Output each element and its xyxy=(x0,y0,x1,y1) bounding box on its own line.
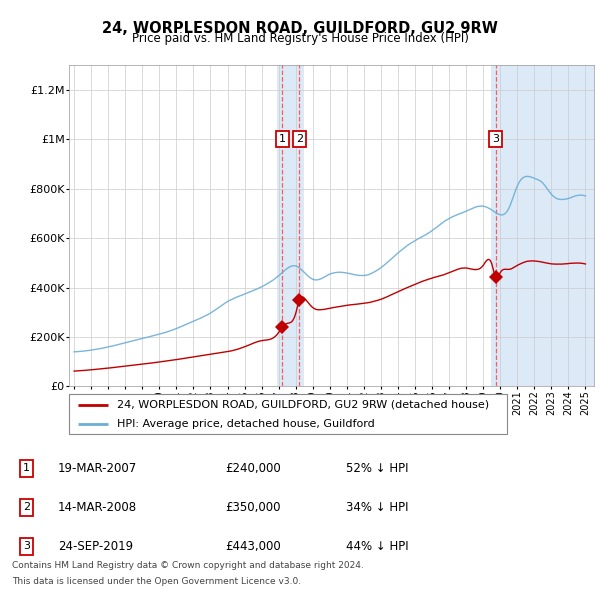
Text: Contains HM Land Registry data © Crown copyright and database right 2024.: Contains HM Land Registry data © Crown c… xyxy=(12,561,364,571)
Text: 14-MAR-2008: 14-MAR-2008 xyxy=(58,501,137,514)
Text: £240,000: £240,000 xyxy=(225,462,281,475)
Text: 2: 2 xyxy=(296,134,303,144)
Bar xyxy=(277,65,304,386)
Text: 24, WORPLESDON ROAD, GUILDFORD, GU2 9RW (detached house): 24, WORPLESDON ROAD, GUILDFORD, GU2 9RW … xyxy=(117,400,490,410)
Text: 52% ↓ HPI: 52% ↓ HPI xyxy=(346,462,409,475)
Text: 44% ↓ HPI: 44% ↓ HPI xyxy=(346,540,409,553)
Text: Price paid vs. HM Land Registry's House Price Index (HPI): Price paid vs. HM Land Registry's House … xyxy=(131,32,469,45)
Text: 3: 3 xyxy=(492,134,499,144)
Text: 24-SEP-2019: 24-SEP-2019 xyxy=(58,540,133,553)
Text: 34% ↓ HPI: 34% ↓ HPI xyxy=(346,501,409,514)
Text: £443,000: £443,000 xyxy=(225,540,281,553)
Text: This data is licensed under the Open Government Licence v3.0.: This data is licensed under the Open Gov… xyxy=(12,577,301,586)
Text: 19-MAR-2007: 19-MAR-2007 xyxy=(58,462,137,475)
Text: 2: 2 xyxy=(23,503,30,512)
Text: 24, WORPLESDON ROAD, GUILDFORD, GU2 9RW: 24, WORPLESDON ROAD, GUILDFORD, GU2 9RW xyxy=(102,21,498,35)
Text: 1: 1 xyxy=(23,464,30,473)
Text: 1: 1 xyxy=(279,134,286,144)
Bar xyxy=(491,65,594,386)
FancyBboxPatch shape xyxy=(69,394,507,434)
Text: 3: 3 xyxy=(23,542,30,551)
Text: HPI: Average price, detached house, Guildford: HPI: Average price, detached house, Guil… xyxy=(117,419,375,428)
Text: £350,000: £350,000 xyxy=(225,501,281,514)
